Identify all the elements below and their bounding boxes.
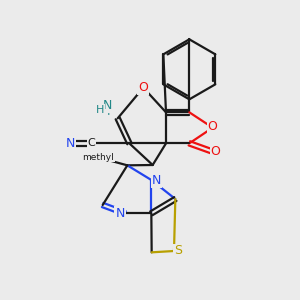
Text: N: N (115, 207, 125, 220)
Text: C: C (88, 138, 95, 148)
Text: O: O (211, 145, 220, 158)
Text: N: N (103, 99, 112, 112)
Text: S: S (174, 244, 182, 257)
Text: N: N (66, 137, 75, 150)
Text: O: O (138, 81, 148, 94)
Text: methyl: methyl (82, 152, 114, 161)
Text: H: H (95, 105, 104, 115)
Text: H: H (101, 107, 110, 117)
Text: N: N (152, 173, 161, 187)
Text: O: O (208, 120, 218, 133)
